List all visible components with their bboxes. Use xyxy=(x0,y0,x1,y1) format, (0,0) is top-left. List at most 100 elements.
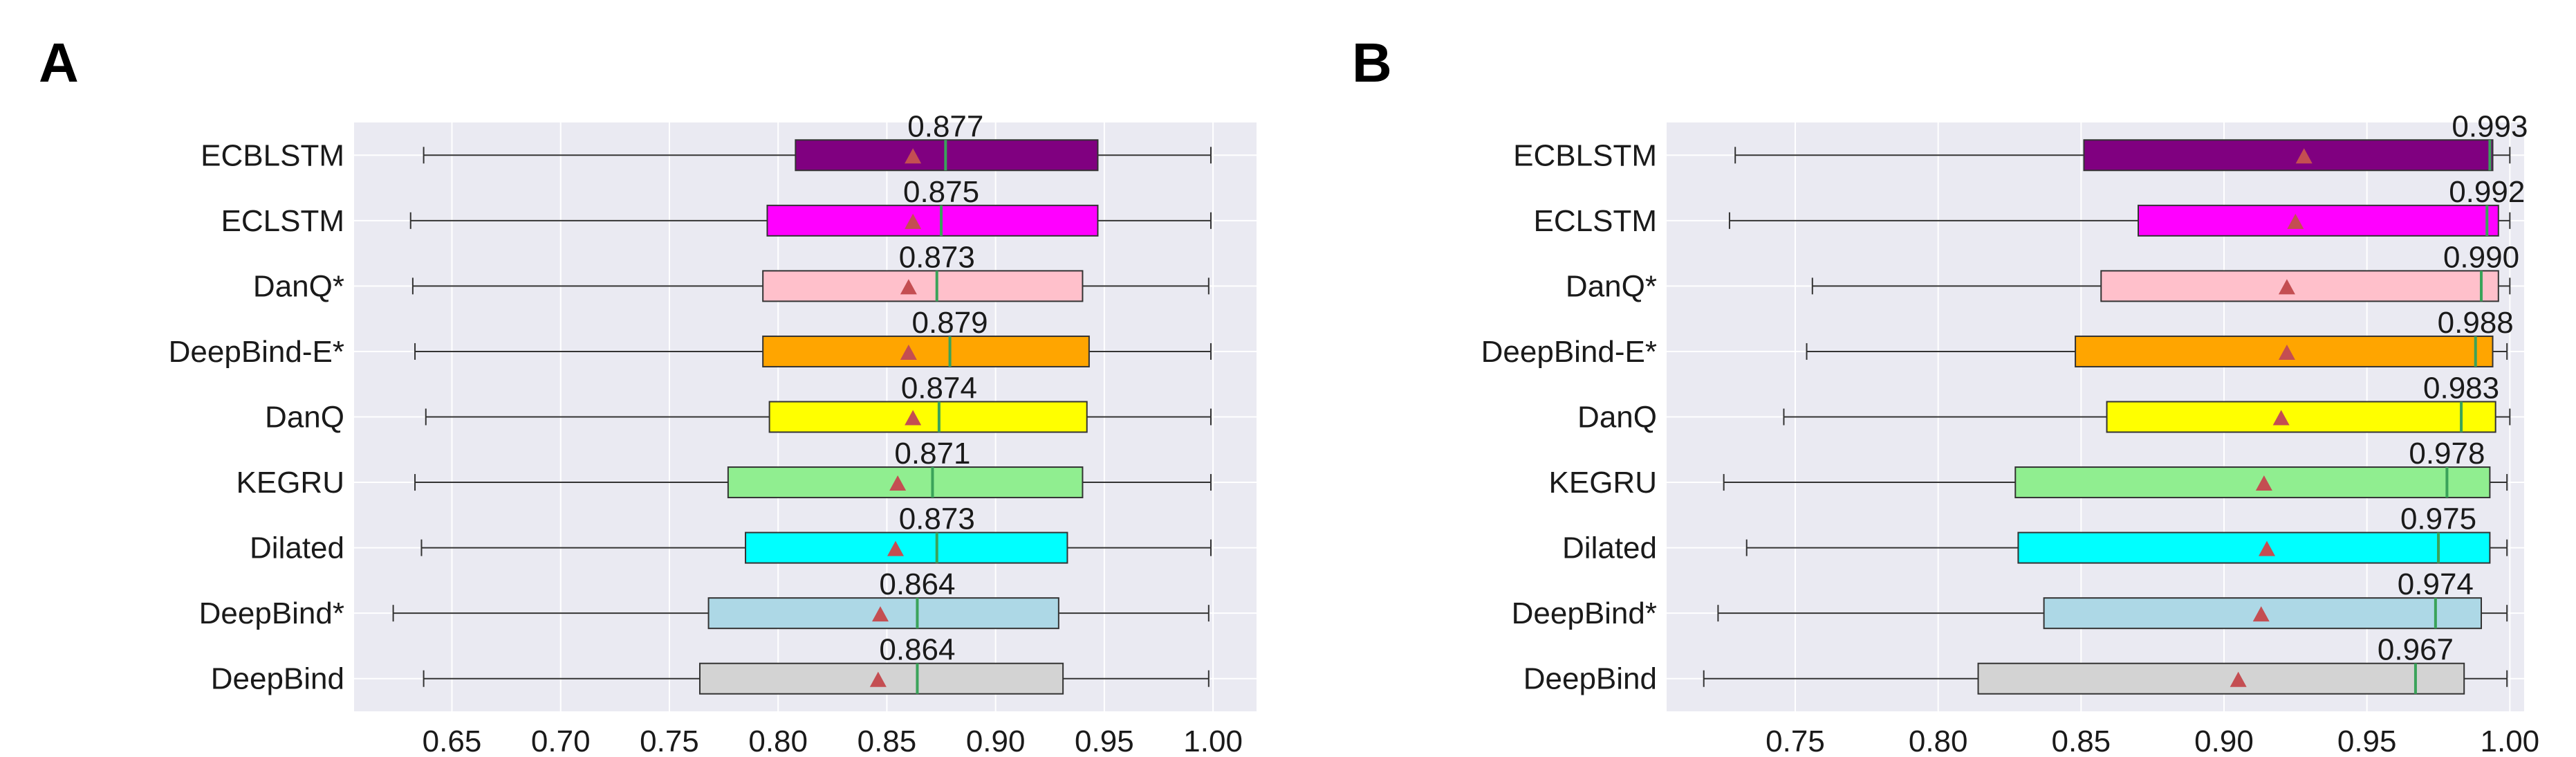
box-eclstm: 0.875 xyxy=(409,175,1212,237)
x-tick-label: 0.70 xyxy=(531,724,591,757)
category-label: DeepBind* xyxy=(199,596,344,630)
mean-marker xyxy=(900,279,917,295)
box-eclstm: 0.992 xyxy=(1728,175,2525,237)
mean-marker xyxy=(2278,279,2295,295)
mean-marker xyxy=(2252,606,2270,622)
iqr-box xyxy=(2106,401,2496,433)
category-label: ECLSTM xyxy=(1534,204,1657,238)
median-value-label: 0.873 xyxy=(899,502,975,536)
box-dilated: 0.873 xyxy=(420,502,1212,564)
median-value-label: 0.871 xyxy=(894,437,970,471)
median-value-label: 0.992 xyxy=(2449,175,2525,209)
box-kegru: 0.978 xyxy=(1723,437,2508,499)
box-danq: 0.983 xyxy=(1783,372,2511,433)
iqr-box xyxy=(766,204,1099,237)
box-danq-: 0.990 xyxy=(1811,240,2519,302)
median-value-label: 0.975 xyxy=(2400,502,2476,536)
box-deepbind: 0.864 xyxy=(423,633,1210,695)
category-label: DeepBind xyxy=(1523,662,1657,696)
x-tick-label: 1.00 xyxy=(1183,724,1243,757)
mean-marker xyxy=(2255,475,2272,491)
mean-marker xyxy=(900,344,917,360)
x-tick-label: 0.95 xyxy=(1075,724,1134,757)
category-label: KEGRU xyxy=(237,466,344,500)
box-deepbind-: 0.974 xyxy=(1717,567,2508,630)
median-value-label: 0.877 xyxy=(907,109,983,143)
x-tick-label: 0.90 xyxy=(2194,724,2254,757)
mean-marker xyxy=(2230,671,2247,687)
category-label: DanQ* xyxy=(1566,269,1657,303)
box-ecblstm: 0.877 xyxy=(423,109,1212,172)
x-tick-label: 0.85 xyxy=(858,724,917,757)
x-tick-label: 0.85 xyxy=(2052,724,2111,757)
iqr-box xyxy=(2083,139,2494,172)
median-value-label: 0.864 xyxy=(879,633,955,667)
mean-marker xyxy=(871,606,889,622)
median-value-label: 0.864 xyxy=(879,567,955,601)
category-label: DanQ xyxy=(1577,401,1657,435)
iqr-box xyxy=(745,531,1068,564)
category-label: DanQ* xyxy=(253,269,344,303)
mean-marker xyxy=(905,410,922,426)
median-value-label: 0.983 xyxy=(2423,372,2499,405)
iqr-box xyxy=(762,335,1090,367)
mean-marker xyxy=(889,475,907,491)
median-value-label: 0.988 xyxy=(2438,306,2514,340)
x-tick-label: 0.75 xyxy=(1766,724,1825,757)
median-value-label: 0.874 xyxy=(901,372,977,405)
mean-marker xyxy=(2295,148,2313,164)
box-ecblstm: 0.993 xyxy=(1734,109,2528,172)
median-value-label: 0.978 xyxy=(2409,437,2485,471)
median-value-label: 0.879 xyxy=(912,306,988,340)
mean-marker xyxy=(2278,344,2295,360)
mean-marker xyxy=(2272,410,2290,426)
x-tick-label: 0.80 xyxy=(748,724,808,757)
box-dilated: 0.975 xyxy=(1745,502,2508,564)
iqr-box xyxy=(1977,662,2465,695)
box-kegru: 0.871 xyxy=(414,437,1212,499)
category-label: DeepBind xyxy=(211,662,344,696)
box-deepbind: 0.967 xyxy=(1703,633,2508,695)
x-tick-label: 0.95 xyxy=(2337,724,2397,757)
category-label: Dilated xyxy=(1562,531,1657,565)
mean-marker xyxy=(869,671,887,687)
category-label: DanQ xyxy=(265,401,344,435)
median-value-label: 0.990 xyxy=(2443,240,2519,274)
x-tick-label: 0.80 xyxy=(1909,724,1968,757)
iqr-box xyxy=(2100,270,2499,302)
x-tick-label: 0.75 xyxy=(640,724,699,757)
mean-marker xyxy=(2259,540,2275,556)
box-deepbind-: 0.864 xyxy=(392,567,1210,630)
mean-marker xyxy=(2287,213,2304,229)
category-label: DeepBind* xyxy=(1512,596,1657,630)
median-value-label: 0.967 xyxy=(2378,633,2454,667)
box-danq-: 0.873 xyxy=(411,240,1210,302)
iqr-box xyxy=(2017,531,2491,564)
median-value-label: 0.873 xyxy=(899,240,975,274)
box-deepbind-e-: 0.879 xyxy=(414,306,1212,367)
median-value-label: 0.974 xyxy=(2398,567,2474,601)
category-label: DeepBind-E* xyxy=(169,335,344,369)
median-value-label: 0.875 xyxy=(903,175,979,209)
panel-b: B 0.75 0.80 0.85 0.90 0.95 1.00 ECBLSTM ECLSTM D… xyxy=(1352,32,2539,757)
category-label: ECBLSTM xyxy=(201,138,344,172)
mean-marker xyxy=(905,213,922,229)
panel-a-letter: A xyxy=(39,32,79,93)
panel-b-letter: B xyxy=(1352,32,1392,93)
median-value-label: 0.993 xyxy=(2452,109,2528,143)
iqr-box xyxy=(2138,204,2499,237)
iqr-box xyxy=(2014,466,2491,499)
x-tick-label: 0.65 xyxy=(423,724,482,757)
x-tick-label: 1.00 xyxy=(2481,724,2540,757)
x-tick-label: 0.90 xyxy=(966,724,1026,757)
panel-a: A 0.65 0.70 0.75 0.80 0.85 0.90 0.95 1.00 ECBLST… xyxy=(39,32,1257,757)
iqr-box xyxy=(727,466,1084,499)
category-label: Dilated xyxy=(250,531,344,565)
box-deepbind-e-: 0.988 xyxy=(1806,306,2514,367)
mean-marker xyxy=(887,540,904,556)
category-label: KEGRU xyxy=(1549,466,1657,500)
category-label: ECBLSTM xyxy=(1513,138,1657,172)
mean-marker xyxy=(905,148,922,164)
iqr-box xyxy=(768,401,1088,433)
